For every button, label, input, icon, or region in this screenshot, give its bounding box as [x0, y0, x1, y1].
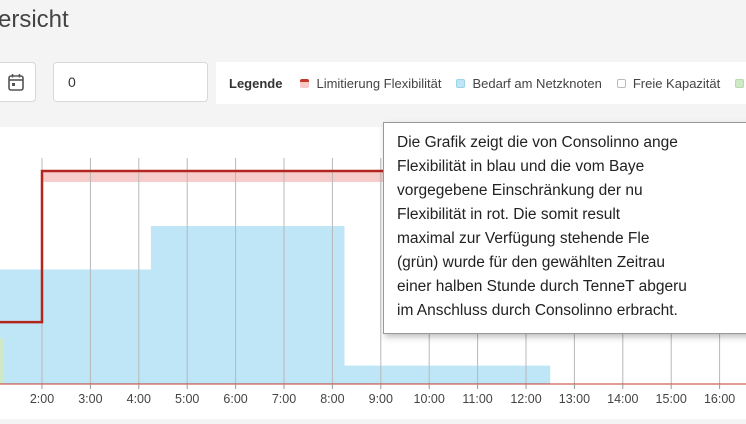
- legend-swatch-red: [300, 78, 310, 88]
- x-tick-label: 6:00: [223, 392, 247, 406]
- legend-item-free[interactable]: Freie Kapazität: [616, 75, 721, 91]
- tooltip-line: Flexibilität in blau und die vom Baye: [397, 158, 645, 175]
- tooltip-line: (grün) wurde für den gewählten Zeitrau: [397, 254, 665, 271]
- free-capacity-area: [0, 338, 4, 384]
- legend-item-green[interactable]: [735, 78, 746, 88]
- x-tick-label: 7:00: [272, 392, 296, 406]
- x-tick-label: 10:00: [414, 392, 445, 406]
- legend-label: Freie Kapazität: [632, 75, 721, 91]
- tooltip-line: im Anschluss durch Consolinno erbracht.: [397, 302, 678, 319]
- legend-label: Bedarf am Netzknoten: [472, 75, 602, 91]
- x-tick-label: 4:00: [127, 392, 151, 406]
- x-tick-label: 16:00: [704, 392, 735, 406]
- legend-swatch-green: [735, 78, 745, 88]
- x-tick-label: 11:00: [462, 392, 492, 406]
- date-picker-button[interactable]: [0, 62, 36, 102]
- legend-swatch-white: [616, 78, 626, 88]
- kw-input-group: kW: [53, 62, 208, 102]
- x-tick-label: 2:00: [30, 392, 54, 406]
- tooltip-line: vorgegebene Einschränkung der nu: [397, 182, 643, 199]
- legend-label: Limitierung Flexibilität: [316, 75, 442, 91]
- demand-area: [0, 225, 551, 384]
- calendar-icon: [8, 74, 24, 91]
- kw-input[interactable]: [54, 63, 207, 101]
- x-tick-label: 13:00: [559, 392, 590, 406]
- x-tick-label: 9:00: [369, 392, 393, 406]
- x-tick-label: 8:00: [320, 392, 344, 406]
- x-tick-label: 12:00: [510, 392, 541, 406]
- tooltip-line: maximal zur Verfügung stehende Fle: [397, 230, 650, 247]
- x-tick-label: 5:00: [175, 392, 199, 406]
- x-tick-label: 3:00: [78, 392, 102, 406]
- legend-item-limit[interactable]: Limitierung Flexibilität: [300, 76, 441, 91]
- legend-title: Legende: [229, 75, 283, 91]
- page-title: ersicht: [0, 6, 69, 33]
- legend-swatch-blue: [456, 78, 466, 88]
- x-tick-label: 14:00: [607, 392, 638, 406]
- chart-info-tooltip: Die Grafik zeigt die von Consolinno ange…: [383, 122, 746, 334]
- tooltip-line: Flexibilität in rot. Die somit result: [397, 206, 621, 223]
- tooltip-line: Die Grafik zeigt die von Consolinno ange: [397, 134, 678, 151]
- tooltip-line: einer halben Stunde durch TenneT abgeru: [397, 278, 687, 295]
- x-tick-label: 15:00: [656, 392, 687, 406]
- legend-item-demand[interactable]: Bedarf am Netzknoten: [456, 75, 602, 91]
- legend: Legende Limitierung Flexibilität Bedarf …: [216, 62, 746, 104]
